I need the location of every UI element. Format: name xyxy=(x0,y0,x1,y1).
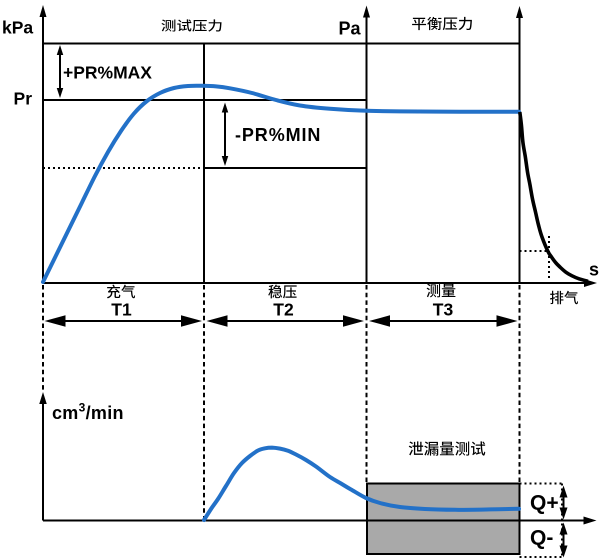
svg-text:Q+: Q+ xyxy=(530,492,559,515)
svg-text:Pa: Pa xyxy=(338,19,361,39)
svg-text:s: s xyxy=(589,260,599,280)
svg-text:T3: T3 xyxy=(433,300,454,320)
svg-text:Pr: Pr xyxy=(14,88,33,108)
svg-text:T2: T2 xyxy=(273,300,294,320)
svg-text:cm3/min: cm3/min xyxy=(52,401,124,424)
svg-text:+PR%MAX: +PR%MAX xyxy=(63,63,152,83)
svg-text:T1: T1 xyxy=(111,300,132,320)
svg-text:kPa: kPa xyxy=(2,18,33,38)
svg-text:Q-: Q- xyxy=(530,527,553,550)
svg-text:-PR%MIN: -PR%MIN xyxy=(235,125,321,145)
